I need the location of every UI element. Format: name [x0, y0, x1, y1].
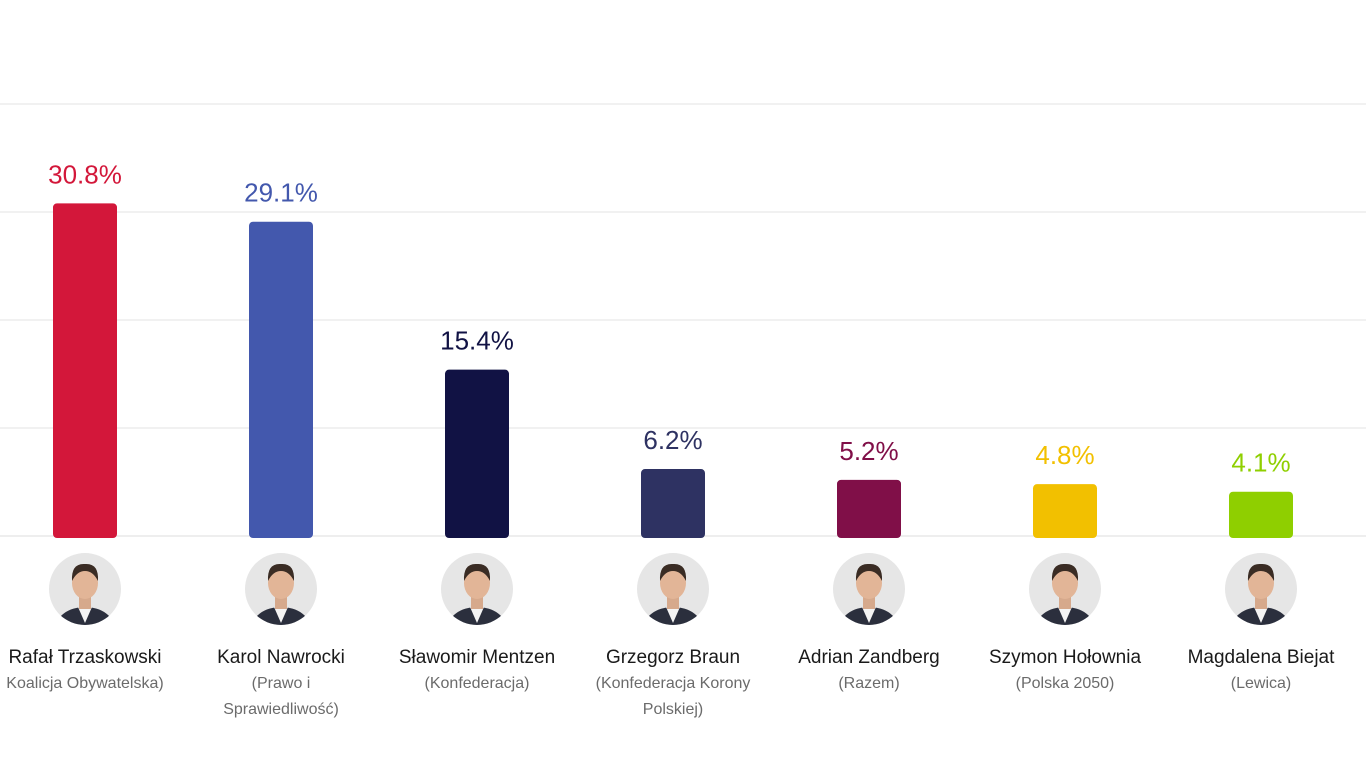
avatar-collar	[274, 607, 288, 623]
person-photo-icon	[49, 553, 121, 625]
avatar-torso	[55, 607, 115, 625]
avatar-face	[1052, 567, 1078, 599]
avatar-collar	[470, 607, 484, 623]
candidate-party: Sprawiedliwość)	[223, 701, 339, 718]
bar	[837, 479, 901, 538]
avatar-hair	[71, 563, 99, 581]
avatar-face	[660, 567, 686, 599]
avatar-collar	[1058, 607, 1072, 623]
data-label: 4.1%	[1231, 448, 1290, 478]
candidate-party: (Polska 2050)	[1016, 675, 1115, 692]
avatar-torso	[1231, 607, 1291, 625]
bar	[1229, 491, 1293, 538]
person-photo-icon	[245, 553, 317, 625]
avatar-hair	[855, 563, 883, 581]
bar	[445, 369, 509, 538]
avatar-hair	[463, 563, 491, 581]
avatar-hair	[1247, 563, 1275, 581]
avatar-collar	[78, 607, 92, 623]
data-label: 5.2%	[839, 436, 898, 466]
person-photo-icon	[833, 553, 905, 625]
data-label: 30.8%	[48, 159, 122, 189]
person-photo-icon	[1029, 553, 1101, 625]
candidate-name: Magdalena Biejat	[1188, 647, 1336, 668]
person-photo-icon	[637, 553, 709, 625]
avatar-torso	[1035, 607, 1095, 625]
candidate-party: (Prawo i	[252, 675, 311, 692]
candidate-name: Szymon Hołownia	[989, 647, 1141, 668]
candidate-party: Polskiej)	[643, 701, 703, 718]
candidate-name: Rafał Trzaskowski	[8, 647, 161, 668]
candidate-party: Koalicja Obywatelska)	[6, 675, 163, 692]
avatar-collar	[666, 607, 680, 623]
avatar-face	[464, 567, 490, 599]
data-label: 15.4%	[440, 326, 514, 356]
candidate-name: Adrian Zandberg	[798, 647, 940, 668]
avatar-face	[1248, 567, 1274, 599]
person-photo-icon	[441, 553, 513, 625]
data-label: 4.8%	[1035, 440, 1094, 470]
avatar-collar	[1254, 607, 1268, 623]
bar	[53, 203, 117, 539]
bar	[1033, 484, 1097, 538]
data-label: 29.1%	[244, 178, 318, 208]
candidate-name: Karol Nawrocki	[217, 647, 345, 668]
avatar-hair	[659, 563, 687, 581]
candidate-party: (Razem)	[838, 675, 899, 692]
candidate-party: (Lewica)	[1231, 675, 1291, 692]
avatar-face	[72, 567, 98, 599]
avatar-torso	[447, 607, 507, 625]
avatar-collar	[862, 607, 876, 623]
person-photo-icon	[1225, 553, 1297, 625]
candidate-party: (Konfederacja)	[425, 675, 530, 692]
bar	[249, 221, 313, 538]
avatar-torso	[643, 607, 703, 625]
bar	[641, 469, 705, 538]
avatar-torso	[839, 607, 899, 625]
avatar-hair	[1051, 563, 1079, 581]
data-label: 6.2%	[643, 425, 702, 455]
avatar-hair	[267, 563, 295, 581]
candidate-name: Sławomir Mentzen	[399, 647, 555, 668]
candidate-party: (Konfederacja Korony	[596, 675, 751, 692]
avatar-face	[856, 567, 882, 599]
avatar-torso	[251, 607, 311, 625]
candidate-name: Grzegorz Braun	[606, 647, 740, 668]
avatar-face	[268, 567, 294, 599]
